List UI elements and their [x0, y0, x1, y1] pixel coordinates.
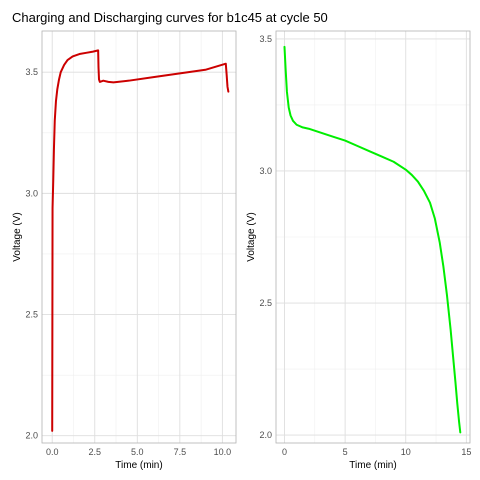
- y-axis-title: Voltage (V): [246, 212, 257, 261]
- x-tick-label: 7.5: [174, 447, 187, 457]
- x-axis-title: Time (min): [115, 460, 162, 471]
- y-tick-label: 3.5: [25, 67, 38, 77]
- x-tick-label: 0: [282, 447, 287, 457]
- y-tick-label: 2.5: [25, 310, 38, 320]
- x-tick-label: 10.0: [214, 447, 232, 457]
- y-axis-title: Voltage (V): [12, 212, 23, 261]
- panel-border: [42, 31, 236, 443]
- x-tick-label: 5: [343, 447, 348, 457]
- x-tick-label: 5.0: [131, 447, 144, 457]
- chart-title: Charging and Discharging curves for b1c4…: [12, 10, 328, 25]
- y-tick-label: 2.0: [259, 430, 272, 440]
- panel-charge: 0.0 2.5 5.0 7.5 10.0 2.0 2.5 3.0 3.5 Time (min) Vo…: [12, 31, 236, 471]
- y-tick-label: 2.0: [25, 431, 38, 441]
- y-tick-label: 2.5: [259, 298, 272, 308]
- x-tick-label: 0.0: [46, 447, 59, 457]
- panel-discharge: 0 5 10 15 2.0 2.5 3.0 3.5 Time (min) Voltage (V): [246, 31, 471, 471]
- x-tick-label: 2.5: [88, 447, 101, 457]
- x-tick-label: 10: [401, 447, 411, 457]
- x-axis-title: Time (min): [349, 460, 396, 471]
- y-tick-label: 3.0: [259, 166, 272, 176]
- x-tick-label: 15: [461, 447, 471, 457]
- y-tick-label: 3.0: [25, 188, 38, 198]
- y-tick-label: 3.5: [259, 34, 272, 44]
- series-line-charge: [52, 50, 228, 430]
